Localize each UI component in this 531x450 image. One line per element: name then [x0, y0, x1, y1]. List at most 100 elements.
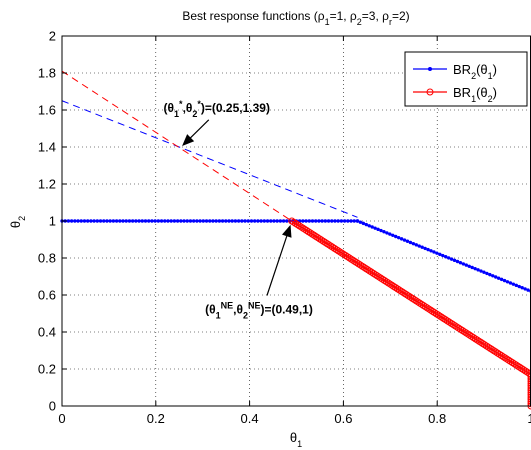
- x-tick-label: 0.2: [147, 411, 165, 426]
- data-point: [505, 280, 510, 284]
- y-tick-label: 0.4: [38, 325, 56, 340]
- data-point: [401, 290, 409, 298]
- chart-title: Best response functions (ρ1=1, ρ2=3, ρr=…: [182, 9, 409, 27]
- y-tick-label: 1.2: [38, 177, 56, 192]
- data-point: [492, 348, 500, 356]
- data-point: [408, 294, 416, 302]
- data-point: [484, 343, 492, 351]
- data-point: [163, 219, 167, 223]
- data-point: [473, 336, 481, 344]
- data-point: [395, 286, 403, 294]
- data-point: [299, 224, 307, 232]
- extension-lines: [61, 70, 358, 222]
- data-point: [508, 281, 513, 285]
- data-point: [243, 219, 247, 223]
- data-point: [333, 219, 337, 223]
- data-point: [429, 249, 433, 253]
- data-point: [73, 219, 77, 223]
- data-point: [425, 305, 433, 313]
- data-point: [211, 219, 215, 223]
- data-point: [85, 219, 90, 223]
- legend-entry: BR2(θ1): [413, 62, 497, 81]
- data-point: [329, 243, 337, 251]
- data-point: [527, 386, 531, 394]
- data-point: [379, 275, 387, 283]
- data-point: [159, 219, 164, 223]
- annotation-2: (θ1NE,θ2NE)=(0.49,1): [205, 224, 313, 321]
- data-point: [188, 219, 193, 223]
- data-point: [460, 328, 468, 336]
- data-point: [470, 265, 474, 270]
- data-point: [438, 313, 446, 321]
- data-point: [95, 219, 100, 223]
- data-point: [366, 267, 374, 275]
- data-point: [527, 400, 531, 408]
- data-point: [379, 228, 383, 233]
- data-point: [508, 359, 516, 367]
- data-point: [259, 219, 263, 223]
- data-point: [369, 269, 377, 277]
- data-point: [349, 256, 357, 264]
- data-point: [468, 332, 476, 340]
- data-point: [473, 266, 477, 271]
- data-point: [442, 316, 450, 324]
- data-point: [499, 277, 504, 282]
- data-point: [527, 395, 531, 403]
- data-point: [466, 331, 474, 339]
- x-tick-label: 0: [58, 411, 65, 426]
- data-point: [320, 219, 324, 223]
- data-point: [317, 219, 321, 223]
- data-point: [470, 334, 478, 342]
- data-point: [370, 225, 374, 229]
- data-point: [520, 286, 524, 290]
- data-point: [523, 287, 527, 291]
- data-point: [458, 327, 466, 335]
- data-point: [349, 219, 353, 223]
- data-point: [516, 363, 524, 371]
- data-point: [461, 262, 466, 266]
- data-point: [412, 297, 420, 305]
- data-point: [477, 338, 485, 346]
- dashed-extension-line: [61, 100, 358, 218]
- data-point: [134, 219, 138, 223]
- data-point: [338, 249, 346, 257]
- data-point: [240, 219, 244, 223]
- data-point: [220, 219, 225, 223]
- data-point: [262, 219, 267, 223]
- data-point: [82, 219, 87, 223]
- data-point: [272, 219, 276, 223]
- data-point: [373, 272, 381, 280]
- data-point: [321, 238, 329, 246]
- data-point: [323, 219, 328, 223]
- data-point: [326, 219, 331, 223]
- data-point: [388, 281, 396, 289]
- x-tick-label: 1: [527, 411, 531, 426]
- data-point: [416, 299, 424, 307]
- data-point: [423, 246, 427, 251]
- data-point: [356, 261, 364, 269]
- data-point: [458, 261, 463, 265]
- data-point: [364, 266, 372, 274]
- data-point: [353, 259, 361, 267]
- x-axis-label: θ1: [290, 430, 302, 449]
- data-point: [390, 282, 398, 290]
- data-point: [368, 268, 376, 276]
- data-point: [394, 234, 398, 239]
- annotation-arrow-shaft: [188, 119, 210, 140]
- data-point: [502, 278, 507, 283]
- data-point: [388, 232, 392, 236]
- legend: BR2(θ1) BR1(θ2): [404, 51, 528, 107]
- data-point: [66, 219, 71, 223]
- annotation-1: (θ1*,θ2*)=(0.25,1.39): [164, 99, 270, 147]
- data-point: [362, 265, 370, 273]
- annotations: (θ1*,θ2*)=(0.25,1.39) (θ1NE,θ2NE)=(0.49,1…: [164, 99, 313, 321]
- data-point: [496, 276, 501, 280]
- data-point: [364, 222, 368, 227]
- data-point: [520, 366, 528, 374]
- data-point: [166, 219, 170, 223]
- data-point: [511, 282, 516, 286]
- data-point: [494, 275, 498, 279]
- data-point: [414, 298, 422, 306]
- data-point: [150, 219, 154, 223]
- data-point: [256, 219, 260, 223]
